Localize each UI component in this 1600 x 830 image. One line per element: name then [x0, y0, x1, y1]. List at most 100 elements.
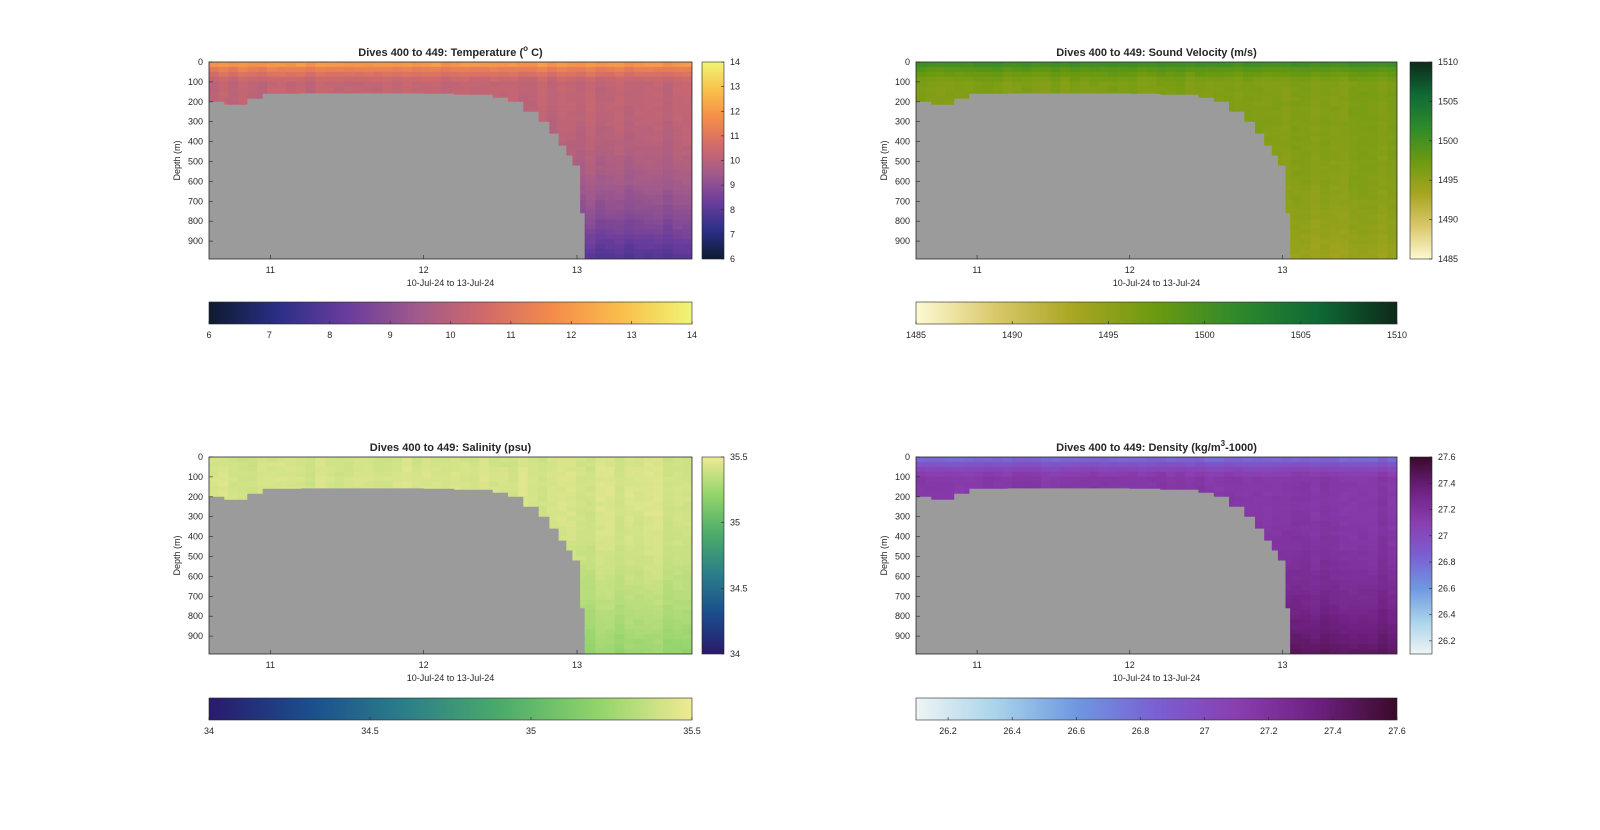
- heatmap-cell: [983, 66, 994, 73]
- heatmap-cell: [643, 66, 654, 73]
- heatmap-cell: [1108, 71, 1119, 78]
- heatmap-cell: [1281, 145, 1292, 152]
- heatmap-cell: [663, 140, 674, 147]
- heatmap-cell: [344, 481, 355, 488]
- heatmap-cell: [585, 96, 596, 102]
- heatmap-cell: [1214, 71, 1225, 78]
- heatmap-cell: [1300, 234, 1312, 240]
- heatmap-cell: [1310, 229, 1321, 235]
- heatmap-cell: [1137, 66, 1148, 73]
- heatmap-cell: [1291, 170, 1302, 176]
- heatmap-cell: [1348, 66, 1360, 73]
- heatmap-cell: [653, 76, 664, 83]
- heatmap-cell: [585, 71, 596, 78]
- heatmap-cell: [247, 471, 258, 478]
- heatmap-cell: [1194, 81, 1206, 88]
- heatmap-cell: [1281, 140, 1292, 147]
- heatmap-cell: [1377, 204, 1388, 211]
- heatmap-cell: [643, 219, 654, 226]
- heatmap-cell: [1310, 204, 1321, 211]
- heatmap-cell: [218, 71, 229, 78]
- heatmap-cell: [1377, 190, 1388, 196]
- heatmap-cell: [324, 86, 336, 93]
- heatmap-cell: [489, 66, 500, 73]
- heatmap-cell: [1320, 254, 1331, 259]
- heatmap-cell: [605, 175, 616, 181]
- heatmap-cell: [305, 71, 316, 78]
- heatmap-cell: [1166, 62, 1177, 68]
- heatmap-cell: [595, 116, 606, 122]
- heatmap-cell: [1262, 62, 1273, 68]
- heatmap-cell: [1377, 86, 1388, 93]
- heatmap-cell: [1156, 86, 1167, 93]
- heatmap-cell: [605, 219, 616, 226]
- heatmap-cell: [983, 71, 994, 78]
- heatmap-cell: [1041, 81, 1052, 88]
- heatmap-cell: [1387, 126, 1397, 132]
- heatmap-cell: [1291, 106, 1302, 112]
- heatmap-cell: [1320, 116, 1331, 122]
- heatmap-cell: [411, 476, 423, 483]
- heatmap-cell: [276, 476, 287, 483]
- heatmap-cell: [576, 66, 587, 73]
- heatmap-cell: [1368, 175, 1379, 181]
- heatmap-cell: [1329, 194, 1340, 201]
- heatmap-cell: [1377, 140, 1388, 147]
- heatmap-cell: [964, 66, 975, 73]
- heatmap-cell: [1127, 62, 1138, 68]
- heatmap-cell: [1348, 160, 1360, 167]
- heatmap-cell: [440, 62, 452, 68]
- heatmap-cell: [1320, 165, 1331, 171]
- heatmap-cell: [624, 150, 635, 157]
- heatmap-cell: [672, 81, 683, 88]
- heatmap-cell: [1358, 155, 1369, 162]
- heatmap-cell: [595, 234, 606, 240]
- heatmap-cell: [964, 91, 975, 98]
- heatmap-cell: [595, 101, 606, 107]
- heatmap-cell: [556, 116, 568, 122]
- heatmap-cell: [257, 481, 268, 488]
- heatmap-cell: [237, 76, 249, 83]
- heatmap-cell: [1387, 145, 1397, 152]
- x-tick-label: 11: [266, 265, 275, 275]
- heatmap-cell: [498, 62, 510, 68]
- heatmap-cell: [682, 244, 692, 250]
- heatmap-cell: [411, 86, 423, 93]
- heatmap-cell: [1329, 76, 1340, 83]
- heatmap-cell: [1377, 155, 1388, 162]
- heatmap-cell: [1358, 160, 1369, 167]
- heatmap-cell: [643, 96, 654, 102]
- heatmap-cell: [1348, 121, 1360, 127]
- heatmap-cell: [682, 66, 692, 73]
- heatmap-cell: [1348, 204, 1360, 211]
- heatmap-cell: [1348, 170, 1360, 176]
- heatmap-cell: [973, 86, 984, 93]
- heatmap-cell: [1329, 199, 1340, 206]
- heatmap-cell: [682, 130, 692, 137]
- heatmap-cell: [1387, 224, 1397, 231]
- heatmap-cell: [1368, 244, 1379, 250]
- heatmap-cell: [944, 101, 956, 107]
- heatmap-cell: [1252, 111, 1263, 117]
- heatmap-cell: [576, 130, 587, 137]
- plot-area-sound-velocity: [916, 62, 1397, 259]
- heatmap-cell: [1377, 219, 1388, 226]
- heatmap-cell: [944, 81, 956, 88]
- heatmap-cell: [1300, 229, 1312, 235]
- heatmap-cell: [1243, 101, 1254, 107]
- heatmap-cell: [682, 150, 692, 157]
- heatmap-cell: [537, 71, 548, 78]
- heatmap-cell: [1271, 121, 1283, 127]
- heatmap-cell: [672, 219, 683, 226]
- heatmap-cell: [992, 76, 1004, 83]
- heatmap-cell: [218, 86, 229, 93]
- horizontal-colorbar-tick-label: 6: [206, 330, 211, 340]
- heatmap-cell: [595, 249, 606, 255]
- heatmap-cell: [1368, 214, 1379, 221]
- horizontal-colorbar: [915, 301, 1398, 325]
- heatmap-cell: [537, 101, 548, 107]
- heatmap-cell: [1281, 199, 1292, 206]
- heatmap-cell: [1262, 81, 1273, 88]
- heatmap-cell: [1243, 96, 1254, 102]
- heatmap-cell: [1252, 96, 1263, 102]
